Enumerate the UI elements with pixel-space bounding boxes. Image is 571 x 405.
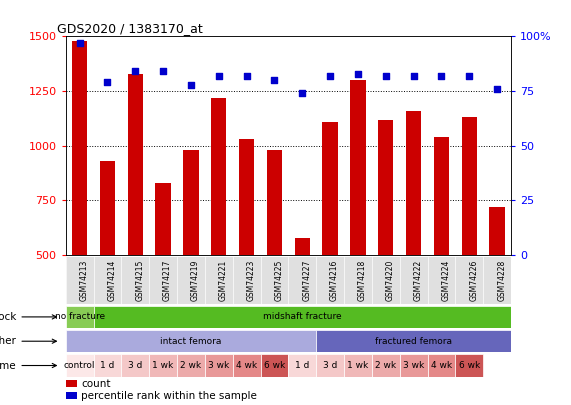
Text: 1 d: 1 d (100, 361, 115, 370)
Text: other: other (0, 336, 57, 346)
Bar (378, 119, 393, 364)
Bar (461, 117, 477, 364)
Text: GDS2020 / 1383170_at: GDS2020 / 1383170_at (57, 22, 203, 35)
Bar (66, 354, 94, 377)
Bar (66, 330, 316, 352)
Bar (400, 354, 428, 377)
Text: 2 wk: 2 wk (180, 361, 202, 370)
Text: GSM74217: GSM74217 (163, 260, 172, 301)
Bar (205, 354, 233, 377)
Text: percentile rank within the sample: percentile rank within the sample (81, 391, 257, 401)
Text: 3 wk: 3 wk (403, 361, 424, 370)
Bar (233, 354, 260, 377)
Text: 6 wk: 6 wk (264, 361, 285, 370)
Text: GSM74218: GSM74218 (358, 260, 367, 301)
Text: GSM74228: GSM74228 (497, 260, 506, 301)
Text: GSM74213: GSM74213 (79, 260, 89, 301)
Text: GSM74216: GSM74216 (330, 260, 339, 301)
Point (186, 81, 195, 88)
Bar (100, 161, 115, 364)
Text: shock: shock (0, 312, 57, 322)
Point (242, 72, 251, 79)
Text: 2 wk: 2 wk (375, 361, 396, 370)
Point (493, 86, 502, 92)
Bar (288, 354, 316, 377)
Bar (94, 354, 122, 377)
Point (353, 70, 363, 77)
Bar (155, 183, 171, 364)
Text: GSM74215: GSM74215 (135, 260, 144, 301)
Bar (177, 354, 205, 377)
Point (75, 40, 84, 46)
Text: 4 wk: 4 wk (431, 361, 452, 370)
Text: control: control (64, 361, 95, 370)
Bar (344, 354, 372, 377)
Text: 6 wk: 6 wk (459, 361, 480, 370)
Text: GSM74220: GSM74220 (386, 260, 395, 301)
Bar (267, 150, 282, 364)
Bar (434, 137, 449, 364)
Text: 3 d: 3 d (128, 361, 142, 370)
Text: GSM74223: GSM74223 (247, 260, 256, 301)
Bar (260, 354, 288, 377)
Point (159, 68, 168, 75)
Bar (72, 41, 87, 364)
Text: count: count (81, 379, 111, 388)
Bar (211, 98, 227, 364)
Bar (239, 139, 254, 364)
Bar (428, 354, 456, 377)
Text: time: time (0, 360, 57, 371)
Point (270, 77, 279, 83)
Text: GSM74225: GSM74225 (275, 260, 283, 301)
Bar (149, 354, 177, 377)
Point (465, 72, 474, 79)
Bar (66, 392, 77, 399)
Text: GSM74222: GSM74222 (413, 260, 423, 301)
Text: GSM74227: GSM74227 (302, 260, 311, 301)
Point (214, 72, 223, 79)
Point (325, 72, 335, 79)
Text: 1 wk: 1 wk (347, 361, 368, 370)
Text: intact femora: intact femora (160, 337, 222, 346)
Text: fractured femora: fractured femora (375, 337, 452, 346)
Bar (323, 122, 338, 364)
Text: no fracture: no fracture (54, 312, 104, 322)
Text: GSM74219: GSM74219 (191, 260, 200, 301)
Text: GSM74226: GSM74226 (469, 260, 478, 301)
Text: 4 wk: 4 wk (236, 361, 257, 370)
Point (131, 68, 140, 75)
Bar (456, 354, 483, 377)
Point (297, 90, 307, 96)
Text: 1 d: 1 d (295, 361, 309, 370)
Text: GSM74214: GSM74214 (107, 260, 116, 301)
Bar (183, 150, 199, 364)
Text: GSM74221: GSM74221 (219, 260, 228, 301)
Point (409, 72, 418, 79)
Bar (406, 111, 421, 364)
Bar (295, 238, 310, 364)
Bar (316, 354, 344, 377)
Bar (350, 80, 365, 364)
Text: midshaft fracture: midshaft fracture (263, 312, 341, 322)
Bar (66, 380, 77, 387)
Bar (127, 74, 143, 364)
Text: 1 wk: 1 wk (152, 361, 174, 370)
Text: 3 wk: 3 wk (208, 361, 230, 370)
Text: 3 d: 3 d (323, 361, 337, 370)
Text: GSM74224: GSM74224 (441, 260, 451, 301)
Bar (316, 330, 511, 352)
Bar (489, 207, 505, 364)
Point (103, 79, 112, 85)
Point (437, 72, 446, 79)
Bar (372, 354, 400, 377)
Point (381, 72, 391, 79)
Bar (66, 306, 94, 328)
Bar (122, 354, 149, 377)
